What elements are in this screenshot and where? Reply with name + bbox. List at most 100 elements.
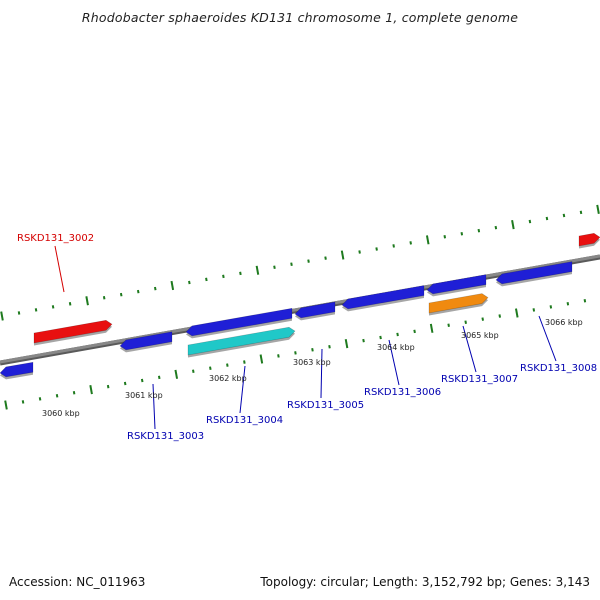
label-leader-lines [54,245,557,430]
upper-tick [425,235,430,245]
gene-label-rskd131-3002[interactable]: RSKD131_3002 [17,233,94,244]
upper-tick [494,225,498,230]
gene-label-rskd131-3007[interactable]: RSKD131_3007 [441,374,518,385]
upper-tick [51,305,55,309]
gene-rskd131-3007 [426,274,487,295]
lower-tick [514,308,519,318]
upper-tick [170,280,175,291]
gene-rskd131-3006 [341,285,425,310]
gene-rskd131-3003 [119,331,173,351]
leader-3006 [388,339,400,386]
gene-label-rskd131-3008[interactable]: RSKD131_3008 [520,363,597,374]
lower-tick [140,378,144,383]
upper-tick [596,204,600,214]
gene-left-edge [0,361,34,378]
lower-tick [259,354,264,364]
lower-tick [532,308,536,312]
lower-tick [583,298,587,303]
lower-tick [106,384,110,389]
lower-tick [498,314,502,318]
upper-tick [375,247,378,251]
lower-tick [4,400,8,410]
leader-3008 [538,315,557,362]
upper-tick [307,259,310,263]
scale-label-3063: 3063 kbp [293,358,331,367]
upper-tick [188,280,191,285]
upper-tick [477,228,481,233]
lower-tick [379,335,382,340]
gene-label-rskd131-3005[interactable]: RSKD131_3005 [287,400,364,411]
lower-tick [123,381,127,386]
lower-tick [549,305,553,309]
leader-3003 [152,383,156,430]
lower-tick [311,348,314,352]
upper-tick [255,265,260,275]
upper-tick [511,219,515,230]
lower-tick [396,332,399,337]
upper-tick [136,289,140,294]
lower-tick [481,317,484,321]
lower-tick [344,339,349,349]
lower-tick [413,329,416,334]
upper-tick [290,262,293,266]
lower-tick [209,366,212,370]
lower-tick [566,302,570,306]
upper-tick [545,216,549,221]
lower-tick [174,369,179,379]
upper-tick [119,292,123,297]
upper-tick [34,308,38,312]
lower-tick [328,344,331,349]
leader-3007 [462,325,477,373]
lower-tick [72,390,76,395]
scale-label-3061: 3061 kbp [125,391,163,400]
lower-tick [55,394,59,398]
scale-label-3065: 3065 kbp [461,331,499,340]
upper-tick [324,256,327,260]
upper-tick [85,296,89,306]
gene-rskd131-3002 [33,319,113,344]
upper-tick-track [0,204,600,321]
scale-label-3066: 3066 kbp [545,318,583,327]
upper-tick [0,311,4,321]
lower-tick [464,320,467,324]
upper-tick [205,277,208,282]
lower-tick [429,323,434,333]
leader-3002 [54,245,65,293]
gene-label-rskd131-3006[interactable]: RSKD131_3006 [364,387,441,398]
lower-tick [89,385,93,395]
scale-label-3062: 3062 kbp [209,374,247,383]
leader-3004 [239,365,246,414]
gene-right-edge-red [578,232,600,247]
accession-text: Accession: NC_011963 [9,575,146,589]
upper-tick [239,271,242,276]
lower-tick [243,360,246,364]
upper-tick [102,295,106,300]
lower-tick [21,400,25,404]
gene-label-rskd131-3003[interactable]: RSKD131_3003 [127,431,204,442]
map-title: Rhodobacter sphaeroides KD131 chromosome… [81,10,519,25]
gene-rskd131-3004-cyan [187,326,296,356]
gene-label-rskd131-3004[interactable]: RSKD131_3004 [206,415,283,426]
lower-tick [294,351,297,355]
gene-rskd131-3004 [185,307,293,337]
upper-tick [153,286,157,291]
upper-tick [528,219,532,224]
gene-rskd131-3005 [294,301,336,319]
upper-tick [562,213,566,218]
upper-tick [273,265,276,269]
lower-tick-track [4,298,587,410]
upper-tick [358,250,361,254]
upper-tick [409,241,412,245]
upper-tick [340,250,345,260]
scale-label-3064: 3064 kbp [377,343,415,352]
lower-tick [226,363,229,367]
gene-features [0,232,600,380]
upper-tick [579,210,583,215]
upper-tick [460,231,464,236]
upper-tick [17,311,21,315]
leader-3005 [320,348,323,399]
upper-tick [392,244,395,248]
genome-summary-text: Topology: circular; Length: 3,152,792 bp… [260,575,590,589]
lower-tick [157,375,161,380]
